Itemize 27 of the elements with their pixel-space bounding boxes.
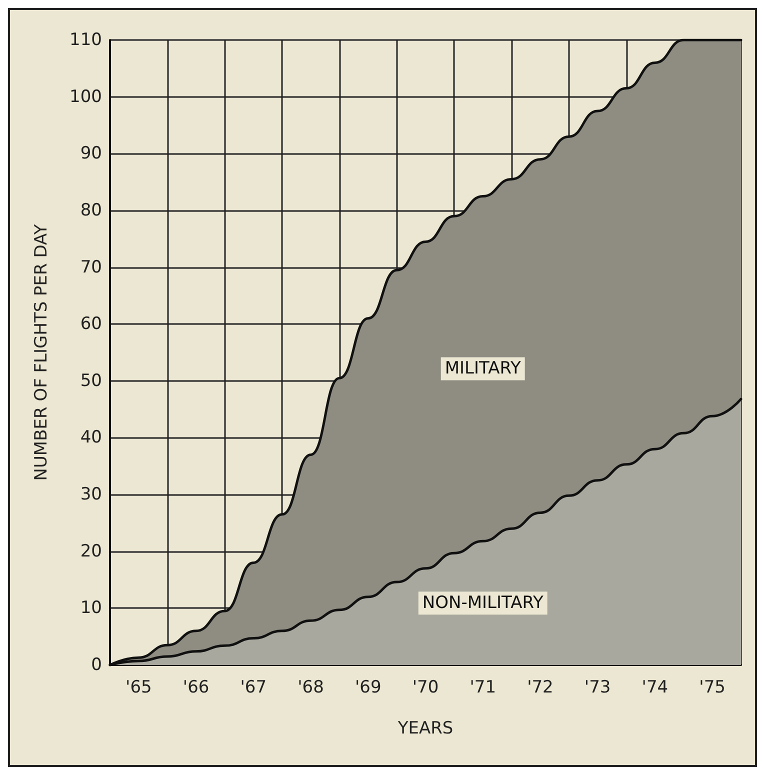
y-tick-label: 70 — [80, 257, 102, 278]
x-tick-label: '72 — [527, 678, 554, 698]
y-tick-label: 0 — [91, 655, 102, 675]
x-tick-label: '70 — [412, 678, 439, 698]
x-tick-label: '65 — [126, 678, 152, 698]
x-tick-label: '73 — [584, 678, 611, 698]
x-tick-label: '71 — [470, 678, 496, 698]
x-axis-title: YEARS — [396, 718, 454, 738]
x-tick-label: '69 — [354, 678, 382, 698]
y-tick-label: 110 — [70, 30, 102, 50]
y-tick-label: 10 — [80, 598, 102, 618]
y-tick-label: 20 — [80, 541, 102, 562]
y-tick-label: 60 — [80, 314, 102, 334]
y-tick-label: 40 — [80, 428, 102, 448]
y-tick-label: 50 — [80, 370, 102, 391]
y-tick-label: 80 — [80, 200, 102, 220]
x-tick-label: '66 — [182, 678, 210, 698]
x-tick-label: '74 — [642, 678, 668, 698]
x-tick-label: '68 — [298, 678, 324, 698]
y-axis-title: NUMBER OF FLIGHTS PER DAY — [32, 224, 52, 481]
x-tick-label: '67 — [240, 678, 267, 698]
series-label: MILITARY — [444, 358, 522, 379]
series-label: NON-MILITARY — [422, 593, 544, 614]
y-tick-label: 90 — [80, 144, 102, 164]
x-tick-label: '75 — [699, 678, 726, 698]
y-tick-label: 100 — [70, 86, 102, 107]
y-tick-label: 30 — [80, 484, 102, 505]
